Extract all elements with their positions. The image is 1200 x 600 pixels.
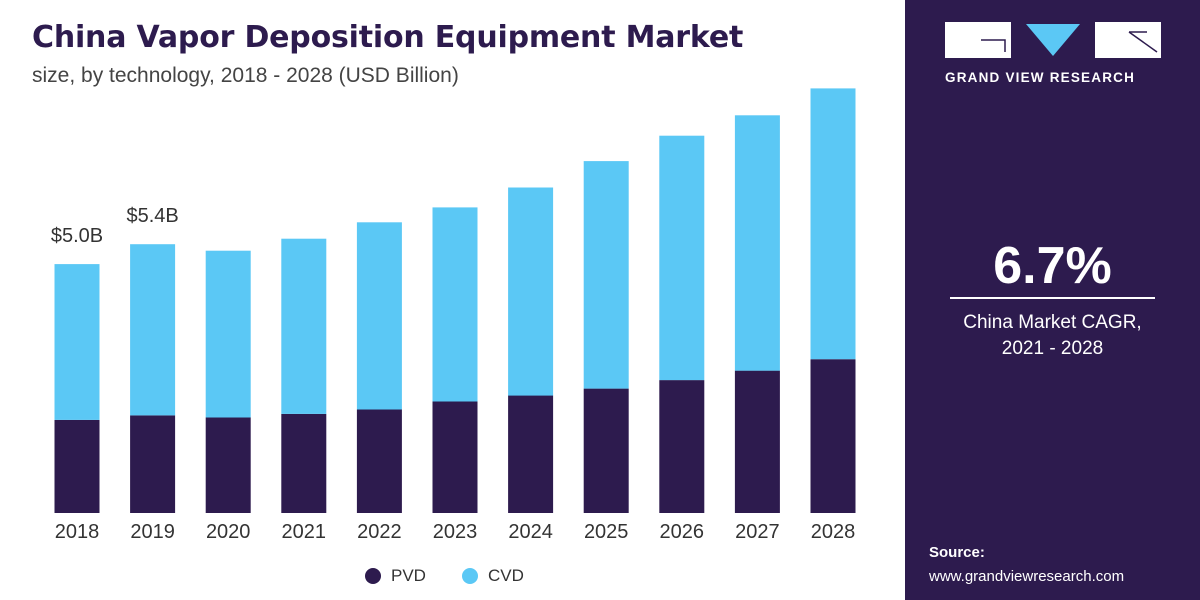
chart-subtitle: size, by technology, 2018 - 2028 (USD Bi…	[32, 64, 459, 87]
bar-cvd-2025	[583, 161, 629, 389]
bar-pvd-2019	[130, 415, 176, 513]
bar-cvd-2028	[810, 88, 856, 360]
source-label: Source:	[929, 544, 985, 561]
bar-pvd-2021	[281, 413, 327, 513]
bar-pvd-2028	[810, 359, 856, 513]
cagr-label-line2: 2021 - 2028	[1001, 338, 1104, 359]
bar-pvd-2025	[583, 388, 629, 513]
logo-r-icon	[1095, 22, 1161, 58]
data-labels: $5.0B $5.4B	[51, 205, 179, 247]
chart-title: China Vapor Deposition Equipment Market	[32, 20, 744, 55]
legend-swatch-cvd	[461, 568, 478, 584]
brand-logo: GRAND VIEW RESEARCH	[945, 22, 1163, 85]
chart-area: China Vapor Deposition Equipment Market …	[32, 20, 856, 586]
cagr-divider	[950, 297, 1155, 299]
legend-label-pvd: PVD	[391, 566, 426, 585]
data-label-2018: $5.0B	[51, 225, 103, 247]
legend: PVD CVD	[365, 566, 524, 586]
bar-cvd-2020	[205, 250, 251, 418]
x-tick-label-2018: 2018	[55, 521, 100, 543]
bars-group	[54, 88, 856, 513]
bar-cvd-2021	[281, 238, 327, 414]
x-tick-label-2019: 2019	[130, 521, 175, 543]
legend-item-cvd: CVD	[461, 566, 524, 586]
x-tick-label-2020: 2020	[206, 521, 251, 543]
bar-cvd-2018	[54, 264, 100, 420]
bar-chart: 2018 2019 2020 2021 2022 2023 2024 2025 2026 2027…	[51, 88, 856, 543]
cagr-value: 6.7%	[993, 237, 1112, 295]
bar-pvd-2024	[508, 395, 554, 513]
cagr-label: China Market CAGR, 2021 - 2028	[905, 310, 1200, 362]
brand-name: GRAND VIEW RESEARCH	[945, 70, 1136, 85]
logo-g-icon	[945, 22, 1011, 58]
bar-pvd-2026	[659, 380, 705, 513]
bar-pvd-2020	[205, 417, 251, 513]
x-tick-label-2023: 2023	[433, 521, 478, 543]
x-tick-label-2025: 2025	[584, 521, 629, 543]
bar-pvd-2023	[432, 401, 478, 513]
bar-pvd-2018	[54, 419, 100, 513]
bar-pvd-2022	[356, 409, 402, 513]
data-label-2019: $5.4B	[126, 205, 178, 227]
legend-label-cvd: CVD	[487, 566, 524, 585]
x-tick-label-2021: 2021	[282, 521, 327, 543]
x-tick-label-2024: 2024	[508, 521, 553, 543]
source-link[interactable]: www.grandviewresearch.com	[929, 568, 1125, 585]
bar-pvd-2027	[734, 370, 780, 513]
x-tick-label-2022: 2022	[357, 521, 402, 543]
bar-cvd-2023	[432, 207, 478, 402]
x-tick-label-2027: 2027	[735, 521, 780, 543]
cagr-label-line1: China Market CAGR,	[963, 312, 1142, 333]
bar-cvd-2026	[659, 135, 705, 381]
bar-cvd-2024	[508, 187, 554, 396]
bar-cvd-2022	[356, 222, 402, 410]
logo-v-icon	[1020, 22, 1086, 58]
bar-cvd-2027	[734, 115, 780, 371]
side-panel: GRAND VIEW RESEARCH 6.7% China Market CA…	[905, 0, 1200, 600]
x-tick-label-2028: 2028	[811, 521, 856, 543]
x-axis-labels: 2018 2019 2020 2021 2022 2023 2024 2025 2026 2027…	[55, 521, 856, 543]
legend-swatch-pvd	[365, 568, 381, 584]
logo-mark	[945, 22, 1163, 58]
legend-item-pvd: PVD	[365, 566, 426, 586]
bar-cvd-2019	[130, 244, 176, 416]
x-tick-label-2026: 2026	[660, 521, 705, 543]
